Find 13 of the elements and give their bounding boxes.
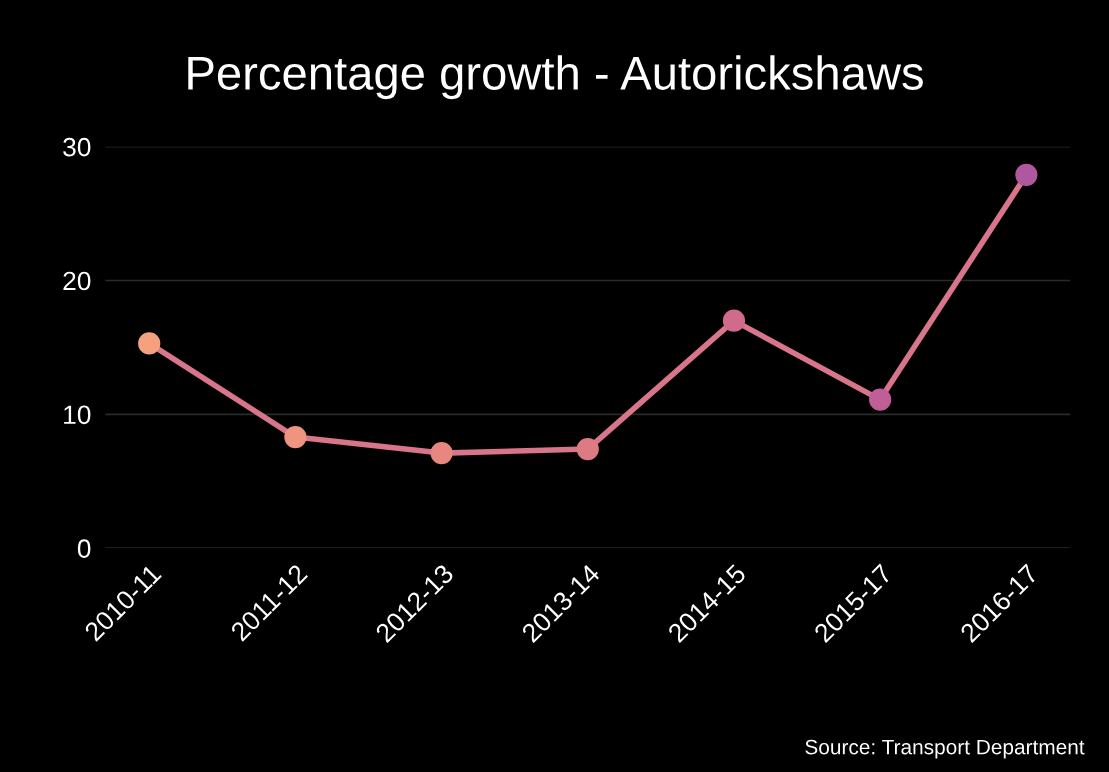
point	[576, 437, 599, 461]
point	[869, 388, 892, 411]
point	[1015, 163, 1038, 186]
source-note: Source: Transport Department	[805, 739, 1085, 759]
y-tick-label: 10	[64, 405, 91, 425]
point	[430, 442, 453, 465]
y-tick-label: 30	[63, 137, 91, 157]
point	[138, 332, 161, 355]
point	[722, 309, 746, 332]
chart-title: Percentage growth - Autorickshaws	[188, 55, 923, 100]
y-tick-label: 20	[63, 271, 91, 291]
point	[284, 425, 307, 449]
y-tick-label: 0	[77, 539, 91, 558]
